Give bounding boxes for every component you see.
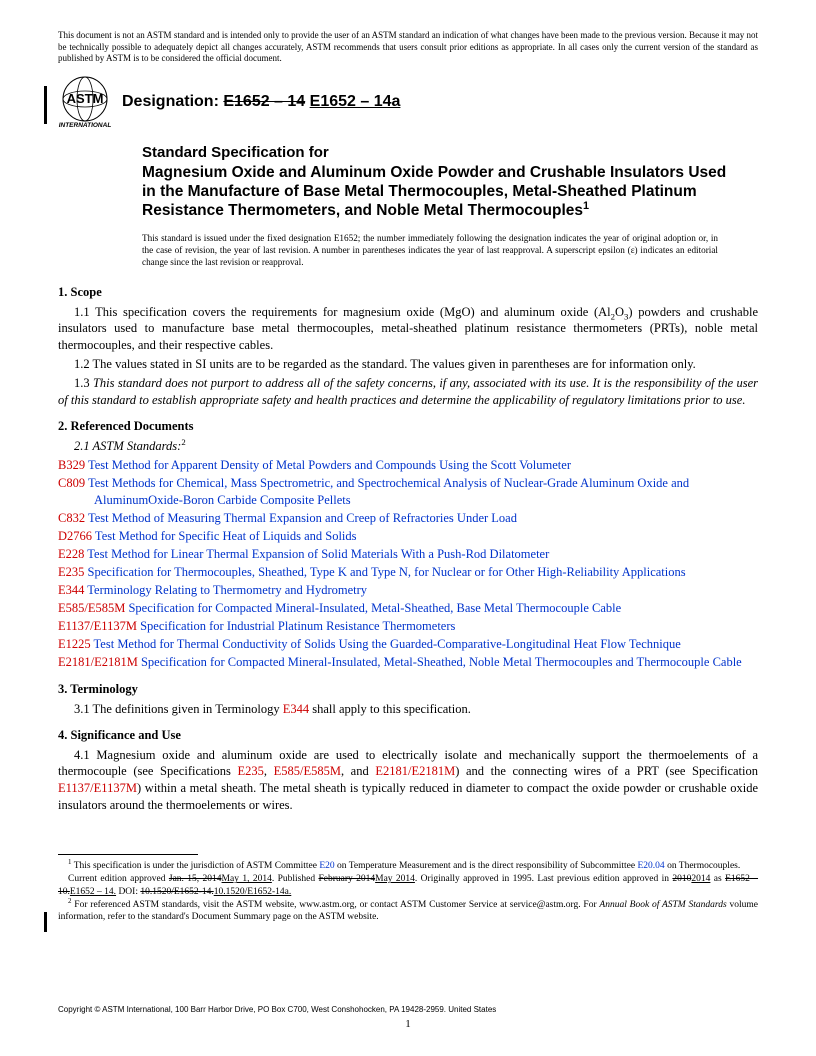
footnote-1: 1 This specification is under the jurisd… (58, 860, 758, 872)
ref-code[interactable]: E228 (58, 547, 84, 561)
link-e20-04[interactable]: E20.04 (638, 861, 665, 871)
ref-code[interactable]: E2181/E2181M (58, 655, 138, 669)
title-prefix: Standard Specification for (142, 143, 738, 163)
ref-code[interactable]: D2766 (58, 529, 92, 543)
ref-code[interactable]: B329 (58, 458, 85, 472)
link-e1137[interactable]: E1137/E1137M (58, 781, 137, 795)
para-4-1: 4.1 Magnesium oxide and aluminum oxide a… (58, 747, 758, 815)
designation-old: E1652 – 14 (223, 93, 305, 110)
copyright: Copyright © ASTM International, 100 Barr… (58, 1005, 496, 1014)
page: This document is not an ASTM standard an… (0, 0, 816, 1056)
para-1-3: 1.3 This standard does not purport to ad… (58, 375, 758, 409)
link-e20[interactable]: E20 (319, 861, 334, 871)
issued-note: This standard is issued under the fixed … (142, 233, 718, 269)
change-bar-2 (44, 912, 47, 932)
designation-label: Designation: (122, 93, 219, 110)
ref-item: C832 Test Method of Measuring Thermal Ex… (58, 510, 758, 528)
ref-code[interactable]: E235 (58, 565, 84, 579)
designation-new: E1652 – 14a (310, 93, 401, 110)
footnote-1b: Current edition approved Jan. 15, 2014Ma… (58, 873, 758, 898)
designation: Designation: E1652 – 14 E1652 – 14a (122, 93, 400, 111)
ref-code[interactable]: E585/E585M (58, 601, 125, 615)
ref-title[interactable]: Test Method for Specific Heat of Liquids… (92, 529, 356, 543)
svg-text:INTERNATIONAL: INTERNATIONAL (59, 122, 112, 129)
ref-code[interactable]: C809 (58, 476, 85, 490)
ref-title[interactable]: Test Method for Thermal Conductivity of … (91, 637, 681, 651)
ref-item: E2181/E2181M Specification for Compacted… (58, 654, 758, 672)
ref-title[interactable]: Test Method for Linear Thermal Expansion… (84, 547, 549, 561)
footnote-2: 2 For referenced ASTM standards, visit t… (58, 899, 758, 924)
ref-item: E235 Specification for Thermocouples, Sh… (58, 564, 758, 582)
ref-code[interactable]: E344 (58, 583, 84, 597)
para-1-1: 1.1 This specification covers the requir… (58, 304, 758, 355)
section-ref-head: 2. Referenced Documents (58, 419, 758, 434)
para-3-1: 3.1 The definitions given in Terminology… (58, 701, 758, 718)
section-term-head: 3. Terminology (58, 682, 758, 697)
ref-title[interactable]: Specification for Compacted Mineral-Insu… (138, 655, 742, 669)
refs-list: B329 Test Method for Apparent Density of… (58, 457, 758, 672)
ref-item: B329 Test Method for Apparent Density of… (58, 457, 758, 475)
change-bar (44, 86, 47, 124)
ref-code[interactable]: E1225 (58, 637, 91, 651)
ref-item: C809 Test Methods for Chemical, Mass Spe… (58, 475, 758, 510)
ref-title[interactable]: Specification for Compacted Mineral-Insu… (125, 601, 621, 615)
astm-logo: ASTM INTERNATIONAL (58, 75, 112, 129)
ref-title[interactable]: Specification for Thermocouples, Sheathe… (84, 565, 685, 579)
ref-code[interactable]: E1137/E1137M (58, 619, 137, 633)
link-e2181[interactable]: E2181/E2181M (375, 764, 455, 778)
header-row: ASTM INTERNATIONAL Designation: E1652 – … (58, 75, 758, 129)
title-main: Magnesium Oxide and Aluminum Oxide Powde… (142, 163, 738, 221)
ref-item: E585/E585M Specification for Compacted M… (58, 600, 758, 618)
ref-item: E228 Test Method for Linear Thermal Expa… (58, 546, 758, 564)
link-e344[interactable]: E344 (283, 702, 309, 716)
ref-item: D2766 Test Method for Specific Heat of L… (58, 528, 758, 546)
section-sig-head: 4. Significance and Use (58, 728, 758, 743)
ref-title[interactable]: Test Methods for Chemical, Mass Spectrom… (85, 476, 689, 508)
footnote-rule (58, 854, 198, 859)
ref-title[interactable]: Terminology Relating to Thermometry and … (84, 583, 367, 597)
section-scope-head: 1. Scope (58, 285, 758, 300)
link-e235[interactable]: E235 (237, 764, 263, 778)
ref-sub: 2.1 ASTM Standards:2 (58, 438, 758, 455)
ref-code[interactable]: C832 (58, 511, 85, 525)
ref-item: E1225 Test Method for Thermal Conductivi… (58, 636, 758, 654)
ref-title[interactable]: Test Method of Measuring Thermal Expansi… (85, 511, 517, 525)
svg-text:ASTM: ASTM (67, 91, 104, 106)
link-e585[interactable]: E585/E585M (274, 764, 341, 778)
ref-title[interactable]: Test Method for Apparent Density of Meta… (85, 458, 571, 472)
ref-title[interactable]: Specification for Industrial Platinum Re… (137, 619, 455, 633)
ref-item: E344 Terminology Relating to Thermometry… (58, 582, 758, 600)
para-1-2: 1.2 The values stated in SI units are to… (58, 356, 758, 373)
top-disclaimer: This document is not an ASTM standard an… (58, 30, 758, 65)
title-block: Standard Specification for Magnesium Oxi… (142, 143, 738, 221)
ref-item: E1137/E1137M Specification for Industria… (58, 618, 758, 636)
page-number: 1 (0, 1018, 816, 1030)
